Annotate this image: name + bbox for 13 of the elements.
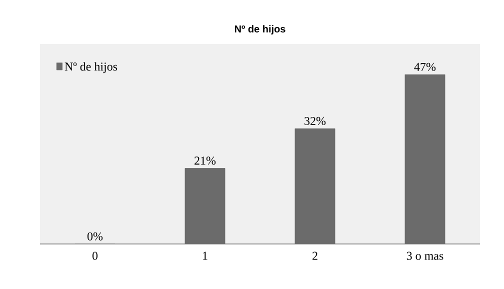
- chart-title: Nº de hijos: [234, 25, 286, 34]
- x-tick-label: 3 o mas: [406, 252, 444, 260]
- bar: [404, 74, 446, 244]
- data-label: 32%: [304, 116, 326, 126]
- x-tick-label: 1: [203, 252, 208, 260]
- bar: [184, 168, 226, 244]
- data-label: 21%: [194, 156, 216, 165]
- data-label: 0%: [87, 232, 103, 240]
- x-tick-label: 0: [92, 252, 98, 260]
- bar: [294, 128, 336, 244]
- x-tick-label: 2: [312, 252, 318, 260]
- data-label: 47%: [414, 62, 436, 71]
- legend-label: Nº de hijos: [64, 62, 118, 74]
